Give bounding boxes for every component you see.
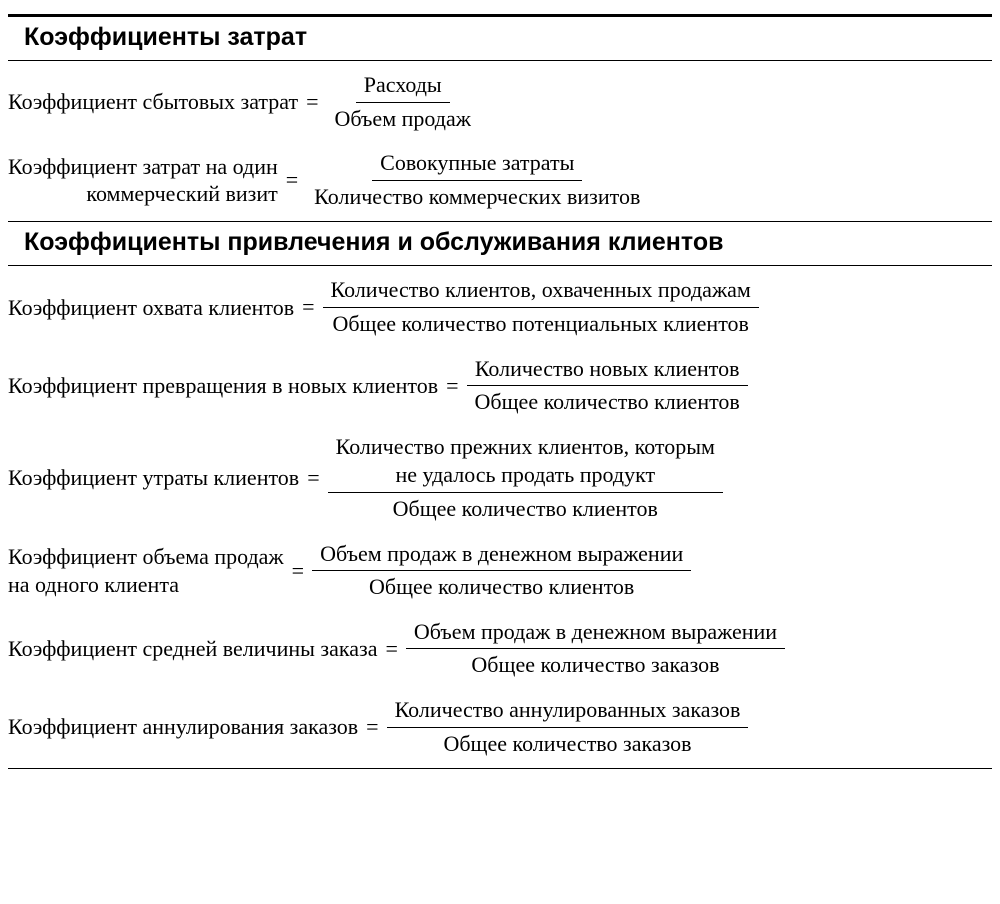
formula-s2-f1: Коэффициент охвата клиентов = Количество… — [8, 268, 992, 346]
section1-title: Коэффициенты затрат — [8, 19, 992, 58]
denominator: Общее количество заказов — [463, 649, 727, 682]
lhs-line2: коммерческий визит — [8, 180, 278, 208]
fraction: Количество новых клиентов Общее количест… — [467, 353, 748, 419]
equals-sign: = — [358, 714, 386, 740]
denominator: Общее количество клиентов — [467, 386, 748, 419]
formula-s1-f2: Коэффициент затрат на один коммерческий … — [8, 141, 992, 219]
rule-bottom — [8, 768, 992, 769]
numerator: Количество аннулированных заказов — [387, 694, 749, 728]
fraction: Расходы Объем продаж — [327, 69, 479, 135]
numerator: Расходы — [356, 69, 450, 103]
formula-s2-f6: Коэффициент аннулирования заказов = Коли… — [8, 688, 992, 766]
lhs: Коэффициент сбытовых затрат — [8, 88, 298, 116]
lhs-text: Коэффициент охвата клиентов — [8, 294, 294, 322]
denominator: Количество коммерческих визитов — [306, 181, 648, 214]
fraction: Совокупные затраты Количество коммерческ… — [306, 147, 648, 213]
formula-s2-f3: Коэффициент утраты клиентов = Количество… — [8, 425, 992, 532]
lhs-text: Коэффициент сбытовых затрат — [8, 88, 298, 116]
section2-title: Коэффициенты привлечения и обслуживания … — [8, 224, 992, 263]
lhs: Коэффициент охвата клиентов — [8, 294, 294, 322]
lhs-line1: Коэффициент объема продаж — [8, 543, 284, 571]
equals-sign: = — [438, 373, 466, 399]
numerator: Количество новых клиентов — [467, 353, 748, 387]
denominator: Общее количество клиентов — [361, 571, 642, 604]
lhs-text: Коэффициент средней величины заказа — [8, 635, 377, 663]
equals-sign: = — [284, 558, 312, 584]
denominator: Общее количество потенциальных клиентов — [324, 308, 756, 341]
fraction: Объем продаж в денежном выражении Общее … — [312, 538, 691, 604]
fraction: Количество прежних клиентов, которым не … — [328, 431, 723, 526]
numerator: Совокупные затраты — [372, 147, 582, 181]
fraction: Количество аннулированных заказов Общее … — [387, 694, 749, 760]
rule-under-title-2 — [8, 265, 992, 266]
equals-sign: = — [278, 167, 306, 193]
lhs: Коэффициент средней величины заказа — [8, 635, 377, 663]
denominator: Объем продаж — [327, 103, 479, 136]
numerator: Объем продаж в денежном выражении — [406, 616, 785, 650]
equals-sign: = — [377, 636, 405, 662]
denominator: Общее количество заказов — [435, 728, 699, 761]
fraction: Объем продаж в денежном выражении Общее … — [406, 616, 785, 682]
denominator: Общее количество клиентов — [385, 493, 666, 526]
formula-s1-f1: Коэффициент сбытовых затрат = Расходы Об… — [8, 63, 992, 141]
numerator: Объем продаж в денежном выражении — [312, 538, 691, 572]
fraction: Количество клиентов, охваченных продажам… — [323, 274, 759, 340]
lhs-text: Коэффициент утраты клиентов — [8, 464, 299, 492]
lhs-text: Коэффициент превращения в новых клиентов — [8, 372, 438, 400]
lhs: Коэффициент аннулирования заказов — [8, 713, 358, 741]
lhs-line1: Коэффициент затрат на один — [8, 153, 278, 181]
lhs: Коэффициент превращения в новых клиентов — [8, 372, 438, 400]
lhs: Коэффициент объема продаж на одного клие… — [8, 543, 284, 598]
numerator: Количество прежних клиентов, которым не … — [328, 431, 723, 493]
formula-s2-f2: Коэффициент превращения в новых клиентов… — [8, 347, 992, 425]
formula-s2-f4: Коэффициент объема продаж на одного клие… — [8, 532, 992, 610]
lhs: Коэффициент затрат на один коммерческий … — [8, 153, 278, 208]
formula-s2-f5: Коэффициент средней величины заказа = Об… — [8, 610, 992, 688]
numerator: Количество клиентов, охваченных продажам — [323, 274, 759, 308]
lhs-text: Коэффициент аннулирования заказов — [8, 713, 358, 741]
equals-sign: = — [299, 465, 327, 491]
rule-under-title-1 — [8, 60, 992, 61]
rule-section-gap — [8, 221, 992, 222]
numerator-line2: не удалось продать продукт — [395, 462, 655, 487]
numerator-line1: Количество прежних клиентов, которым — [336, 434, 715, 459]
lhs: Коэффициент утраты клиентов — [8, 464, 299, 492]
lhs-line2: на одного клиента — [8, 571, 284, 599]
equals-sign: = — [294, 294, 322, 320]
equals-sign: = — [298, 89, 326, 115]
rule-top — [8, 14, 992, 17]
